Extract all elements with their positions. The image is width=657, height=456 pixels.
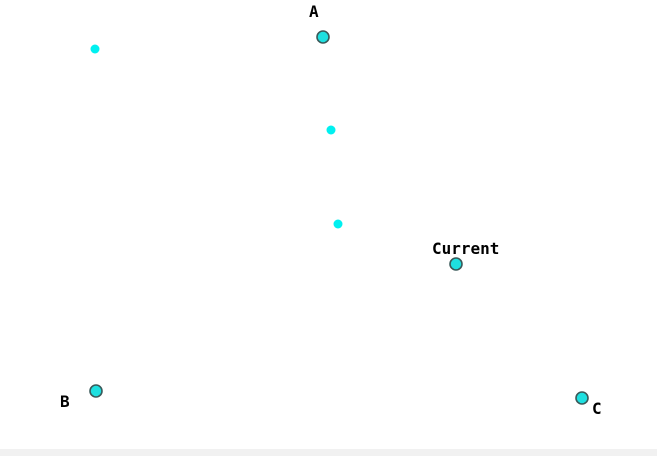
vertex-a-point[interactable] <box>316 30 330 44</box>
vertex-c-label: C <box>592 399 602 418</box>
vertex-b-point[interactable] <box>89 384 103 398</box>
current-point[interactable] <box>449 257 463 271</box>
bottom-edge <box>0 449 657 456</box>
vertex-b-label: B <box>60 392 70 411</box>
current-point-label: Current <box>432 239 499 258</box>
vertex-a-label: A <box>309 2 319 21</box>
trail-dot <box>333 219 343 229</box>
trail-dot <box>90 44 100 54</box>
trail-dot <box>326 125 336 135</box>
vertex-c-point[interactable] <box>575 391 589 405</box>
